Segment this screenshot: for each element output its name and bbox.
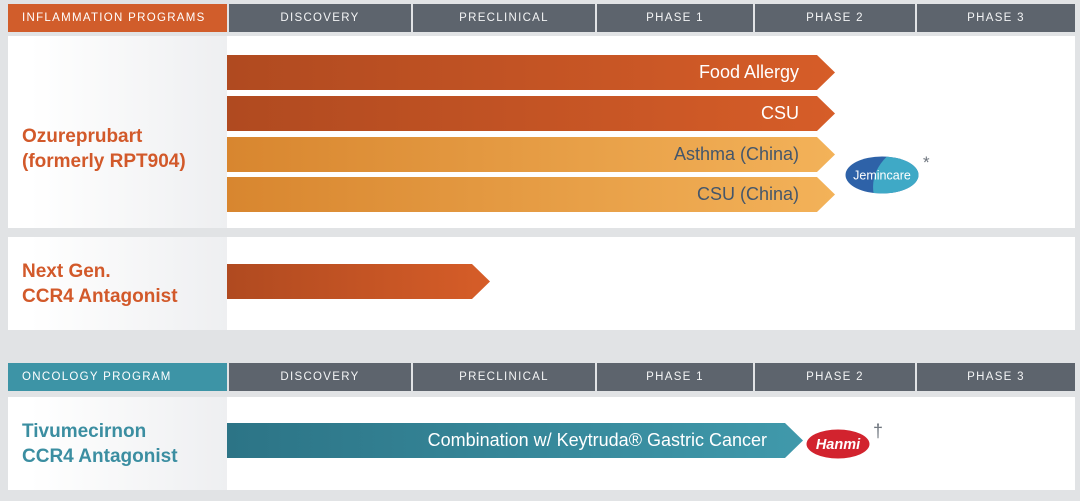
hanmi-footnote-marker: † (873, 421, 884, 441)
program-name-line2: CCR4 Antagonist (22, 445, 178, 467)
program-name-line1: Ozureprubart (22, 126, 143, 147)
next-gen-row: Next Gen. CCR4 Antagonist (8, 237, 1075, 330)
oncology-header-row: ONCOLOGY PROGRAM DISCOVERY PRECLINICAL P… (8, 363, 1075, 391)
phase-column-preclinical: PRECLINICAL (413, 363, 595, 391)
phase-column-phase1: PHASE 1 (597, 363, 753, 391)
program-name-line1: Tivumecirnon (22, 420, 147, 442)
phase-column-phase3: PHASE 3 (917, 363, 1075, 391)
phase-column-phase2: PHASE 2 (755, 4, 915, 32)
hanmi-logo: Hanmi (806, 429, 870, 464)
phase-column-phase2: PHASE 2 (755, 363, 915, 391)
bar-asthma-china: Asthma (China) (227, 137, 835, 172)
hanmi-logo-text: Hanmi (816, 437, 861, 453)
bar-csu-china: CSU (China) (227, 177, 835, 212)
oncology-section-header: ONCOLOGY PROGRAM (8, 363, 227, 391)
bar-keytruda-gastric-cancer: Combination w/ Keytruda® Gastric Cancer (227, 423, 803, 458)
bar-csu: CSU (227, 96, 835, 131)
jemincare-logo: Jemincare (845, 156, 919, 199)
jemincare-footnote-marker: * (923, 153, 930, 172)
tivumecirnon-row: Tivumecirnon CCR4 Antagonist Combination… (8, 397, 1075, 490)
ozureprubart-row: Ozureprubart (formerly RPT904) Food Alle… (8, 36, 1075, 228)
bar-csu-china-label: CSU (China) (696, 184, 799, 204)
program-name-line1: Next Gen. (22, 260, 111, 282)
bar-keytruda-gastric-cancer-label: Combination w/ Keytruda® Gastric Cancer (427, 430, 767, 450)
next-gen-program-label: Next Gen. CCR4 Antagonist (22, 258, 178, 308)
inflammation-header-row: INFLAMMATION PROGRAMS DISCOVERY PRECLINI… (8, 4, 1075, 32)
phase-column-phase3: PHASE 3 (917, 4, 1075, 32)
ozureprubart-program-label: Ozureprubart (formerly RPT904) (22, 124, 186, 174)
hanmi-logo-icon: Hanmi (806, 429, 870, 459)
bar-food-allergy: Food Allergy (227, 55, 835, 90)
inflammation-section-header: INFLAMMATION PROGRAMS (8, 4, 227, 32)
jemincare-logo-text: Jemincare (853, 169, 911, 183)
phase-column-preclinical: PRECLINICAL (413, 4, 595, 32)
phase-column-phase1: PHASE 1 (597, 4, 753, 32)
bar-next-gen (227, 264, 490, 299)
bar-food-allergy-label: Food Allergy (698, 62, 799, 82)
program-name-line2: CCR4 Antagonist (22, 285, 178, 307)
bar-asthma-china-label: Asthma (China) (673, 144, 799, 164)
bar-csu-label: CSU (760, 103, 799, 123)
phase-column-discovery: DISCOVERY (229, 363, 411, 391)
jemincare-logo-icon: Jemincare (845, 156, 919, 194)
program-name-line2: (formerly RPT904) (22, 151, 186, 173)
tivumecirnon-program-label: Tivumecirnon CCR4 Antagonist (22, 418, 178, 468)
phase-column-discovery: DISCOVERY (229, 4, 411, 32)
